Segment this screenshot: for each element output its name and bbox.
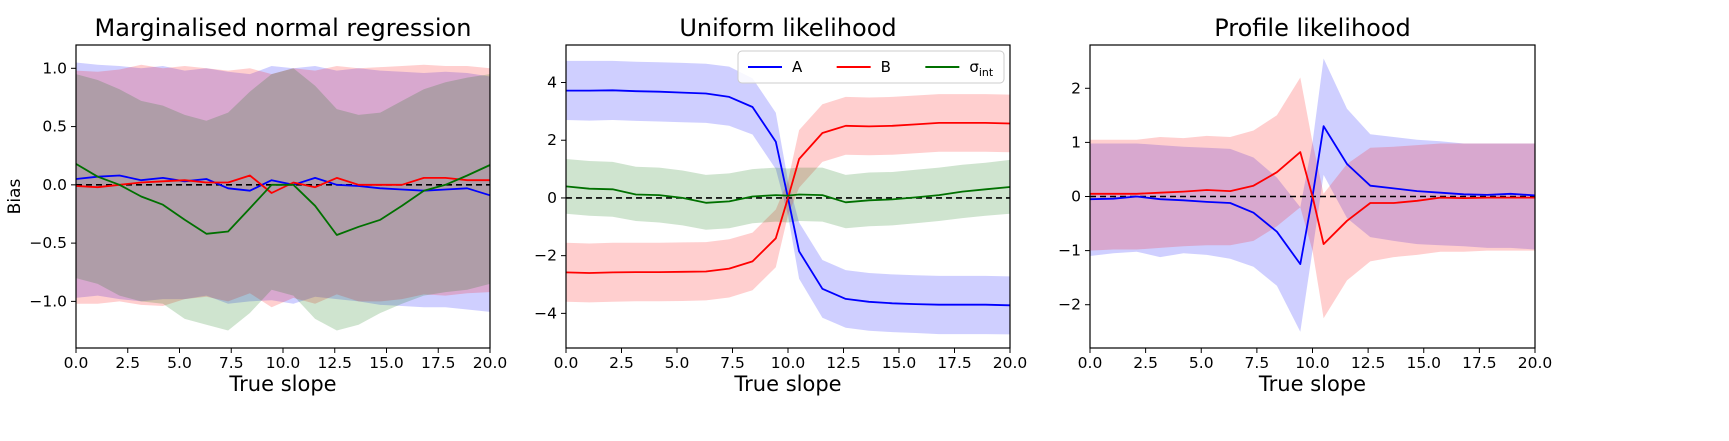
x-tick-label: 2.5	[1133, 354, 1158, 372]
legend-box	[737, 50, 1005, 84]
series-lines	[565, 89, 1011, 307]
y-tick-label: −4	[534, 304, 557, 322]
series-line-2	[1090, 151, 1535, 246]
x-axis-ticks: 0.0 2.5 5.0 7.5 10.0 12.5 15.0 17.5 20.0	[64, 348, 508, 372]
x-tick-label: 20.0	[993, 354, 1028, 372]
y-tick-label: −2	[534, 247, 557, 265]
chart-title: Marginalised normal regression	[95, 14, 472, 42]
y-tick-label: 2	[1071, 79, 1081, 97]
series-lines	[75, 163, 491, 236]
chart-title: Uniform likelihood	[679, 14, 896, 42]
x-tick-label: 0.0	[64, 354, 89, 372]
x-tick-label: 7.5	[219, 354, 244, 372]
x-tick-label: 12.5	[1351, 354, 1386, 372]
x-tick-label: 5.0	[1189, 354, 1214, 372]
chart-title: Profile likelihood	[1214, 14, 1411, 42]
y-tick-label: 4	[547, 74, 557, 92]
x-tick-label: 15.0	[369, 354, 404, 372]
x-tick-label: 20.0	[1518, 354, 1553, 372]
x-tick-label: 5.0	[167, 354, 192, 372]
x-tick-label: 17.5	[421, 354, 456, 372]
x-tick-label: 10.0	[266, 354, 301, 372]
y-tick-label: 2	[547, 131, 557, 149]
x-tick-label: 20.0	[473, 354, 508, 372]
y-tick-label: −2	[1058, 296, 1081, 314]
y-tick-label: 1	[1071, 133, 1081, 151]
y-axis-label: Bias	[5, 179, 25, 215]
y-tick-label: −1.0	[29, 292, 67, 310]
y-tick-label: −1	[1058, 242, 1081, 260]
x-axis-label: True slope	[733, 372, 841, 396]
x-tick-label: 12.5	[826, 354, 861, 372]
x-tick-label: 17.5	[937, 354, 972, 372]
x-tick-label: 7.5	[1245, 354, 1270, 372]
y-tick-label: 0	[547, 189, 557, 207]
confidence-band-3	[76, 68, 490, 331]
y-tick-label: −0.5	[29, 234, 67, 252]
x-tick-label: 5.0	[665, 354, 690, 372]
y-tick-label: 0.5	[42, 118, 67, 136]
series-line-3	[75, 163, 491, 236]
confidence-band-2	[76, 64, 490, 308]
x-axis-ticks: 0.0 2.5 5.0 7.5 10.0 12.5 15.0 17.5 20.0	[1078, 348, 1553, 372]
x-tick-label: 10.0	[771, 354, 806, 372]
y-tick-label: 1.0	[42, 59, 67, 77]
x-tick-label: 2.5	[609, 354, 634, 372]
y-axis-ticks: −1.0 −0.5 0.0 0.5 1.0	[29, 59, 76, 310]
legend-label: B	[881, 58, 891, 76]
panel-marginalised-normal-regression: 0.0 2.5 5.0 7.5 10.0 12.5 15.0 17.5 20.0 −1.0 −0.…	[5, 14, 507, 396]
x-tick-label: 2.5	[115, 354, 140, 372]
legend-label: A	[792, 58, 803, 76]
x-tick-label: 7.5	[720, 354, 745, 372]
panel-uniform-likelihood: 0.0 2.5 5.0 7.5 10.0 12.5 15.0 17.5 20.0 −4 −2 0 2 4…	[534, 14, 1027, 396]
series-lines	[1089, 125, 1536, 266]
series-line-1	[75, 174, 491, 197]
x-tick-label: 10.0	[1295, 354, 1330, 372]
y-axis-ticks: −4 −2 0 2 4	[534, 74, 566, 322]
y-tick-label: 0	[1071, 188, 1081, 206]
series-line-2	[565, 122, 1011, 274]
x-axis-label: True slope	[228, 372, 336, 396]
series-line-2	[75, 174, 490, 194]
x-tick-label: 12.5	[317, 354, 352, 372]
series-line-3	[565, 185, 1011, 204]
x-tick-label: 0.0	[554, 354, 579, 372]
panel-profile-likelihood: 0.0 2.5 5.0 7.5 10.0 12.5 15.0 17.5 20.0 −2 −1 0 1 2…	[1058, 14, 1552, 396]
x-tick-label: 15.0	[1406, 354, 1441, 372]
x-axis-label: True slope	[1258, 372, 1366, 396]
x-axis-ticks: 0.0 2.5 5.0 7.5 10.0 12.5 15.0 17.5 20.0	[554, 348, 1028, 372]
confidence-bands	[76, 62, 490, 331]
x-tick-label: 0.0	[1078, 354, 1103, 372]
x-tick-label: 15.0	[882, 354, 917, 372]
y-axis-ticks: −2 −1 0 1 2	[1058, 79, 1090, 314]
x-tick-label: 17.5	[1462, 354, 1497, 372]
y-tick-label: 0.0	[42, 176, 67, 194]
